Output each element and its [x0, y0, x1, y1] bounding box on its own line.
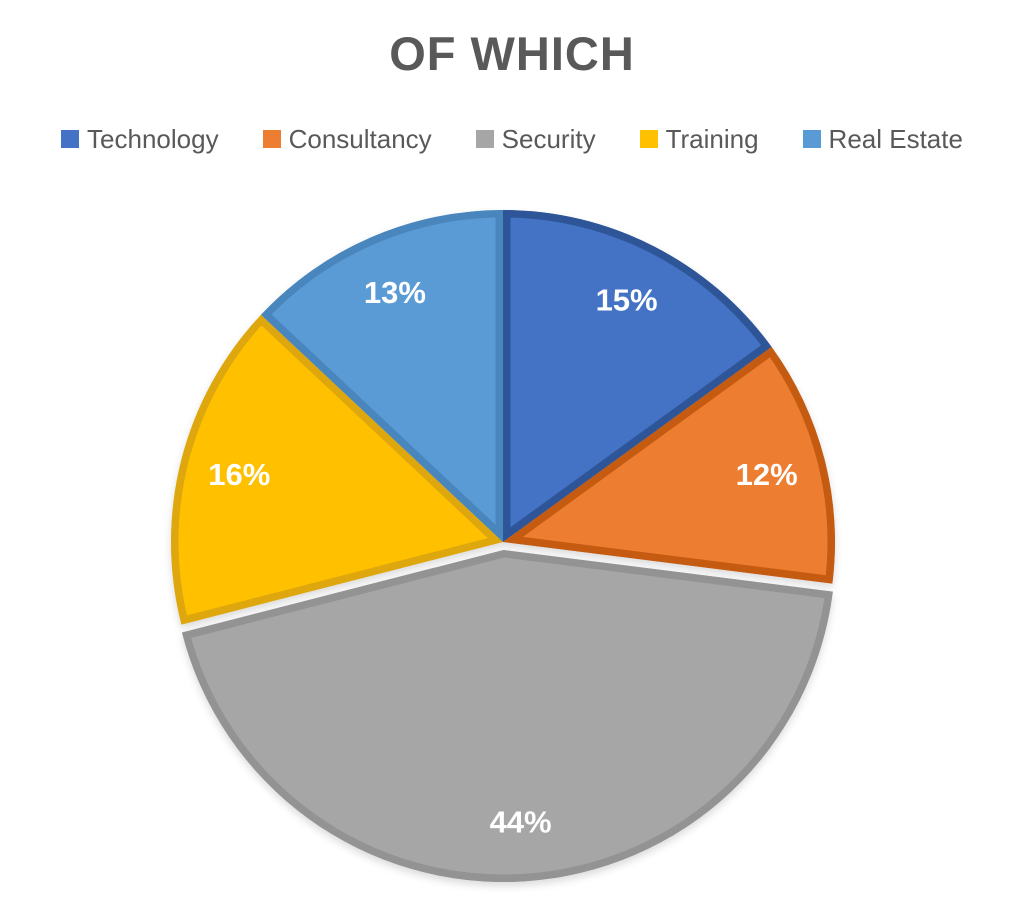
slice-label-training: 16%	[208, 457, 270, 492]
slice-label-real-estate: 13%	[364, 275, 426, 310]
pie-slice-technology: 15%	[503, 210, 772, 542]
legend-label: Training	[665, 124, 759, 154]
slice-label-security: 44%	[490, 805, 552, 840]
pie-slice-security: 44%	[181, 549, 833, 882]
slice-label-consultancy: 12%	[736, 457, 798, 492]
legend-item-real-estate: Real Estate	[802, 124, 963, 154]
legend-item-consultancy: Consultancy	[262, 124, 432, 154]
chart-title: OF WHICH	[389, 27, 635, 80]
legend-item-training: Training	[639, 124, 759, 154]
legend-label: Security	[501, 124, 596, 154]
legend-swatch-security	[475, 130, 494, 148]
pie-slice-consultancy: 12%	[503, 346, 835, 584]
legend-swatch-consultancy	[262, 130, 281, 148]
legend-label: Real Estate	[828, 124, 963, 154]
legend-swatch-real-estate	[802, 130, 821, 148]
pie-slice-training: 16%	[170, 314, 503, 625]
legend-label: Technology	[87, 124, 219, 154]
pie-slice-real-estate: 13%	[260, 209, 503, 542]
legend-item-security: Security	[475, 124, 596, 154]
pie-group: 15% 12% 44% 16% 13%	[170, 209, 835, 882]
legend-item-technology: Technology	[61, 126, 219, 152]
slice-label-technology: 15%	[596, 282, 658, 317]
legend-swatch-technology	[61, 130, 80, 148]
legend-label: Consultancy	[288, 124, 432, 154]
legend-swatch-training	[639, 130, 658, 148]
chart-legend: Technology Consultancy Security Training Rea…	[0, 126, 1024, 152]
